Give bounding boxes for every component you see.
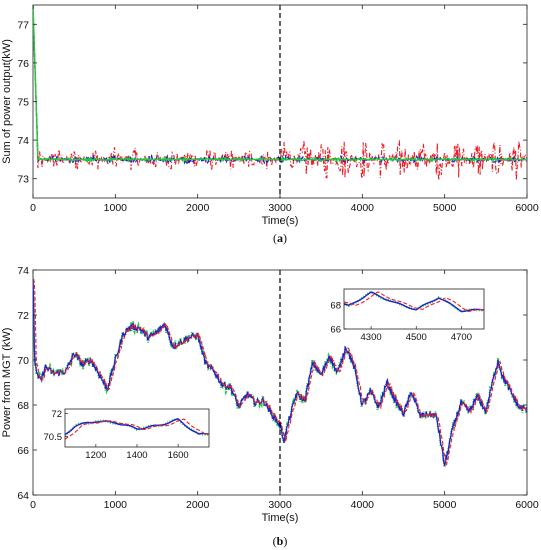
panel-b-y-tick-label: 70	[17, 355, 29, 367]
panel-b-x-tick-label: 3000	[268, 499, 292, 511]
panel-a-x-tick-label: 2000	[186, 202, 210, 214]
panel-b-y-tick-label: 66	[17, 445, 29, 457]
panel-a-y-tick-label: 76	[17, 58, 29, 70]
panel-b-x-axis-label: Time(s)	[262, 512, 299, 524]
panel-a-y-tick-label: 74	[17, 135, 29, 147]
inset-2-series-1-line	[344, 291, 484, 312]
panel-a-x-tick-label: 5000	[433, 202, 457, 214]
panel-a-y-axis-label: Sum of power output(kW)	[1, 39, 13, 164]
panel-b-y-tick-label: 64	[17, 490, 29, 502]
inset-1-x-tick-label: 1600	[168, 450, 189, 461]
inset-1-frame	[64, 408, 210, 448]
inset-1-x-tick-label: 1200	[85, 450, 106, 461]
inset-1-series-2-line	[65, 418, 209, 436]
inset-2-y-tick-label: 66	[330, 325, 341, 336]
panel-a-x-tick-label: 4000	[351, 202, 375, 214]
panel-a-x-axis-label: Time(s)	[262, 215, 299, 227]
panel-b-ticks: 0 1000 2000 3000 4000 5000 6000 64 66 68 70 72 74	[17, 265, 539, 511]
panel-b-y-tick-label: 74	[17, 265, 29, 277]
inset-2-x-tick-label: 4700	[451, 332, 472, 343]
panel-a-caption: (a)	[273, 231, 287, 245]
panel-a-y-tick-label: 75	[17, 97, 29, 109]
panel-b-insets: 1200 1400 1600 72 70.5 4300 4500 4700 68 66	[44, 288, 485, 461]
panel-a-x-tick-label: 6000	[515, 202, 539, 214]
panel-a: 0 1000 2000 3000 4000 5000 6000 73 74 75 76 77 Time…	[1, 4, 539, 245]
panel-a-y-tick-label: 77	[17, 19, 29, 31]
inset-2-series-2-line	[344, 291, 484, 313]
inset-2-series-group	[344, 290, 484, 313]
panel-b: 0 1000 2000 3000 4000 5000 6000 64 66 68 70 72 74 12…	[1, 265, 539, 548]
inset-1-series-group	[65, 418, 209, 440]
inset-1-x-tick-label: 1400	[126, 450, 147, 461]
panel-a-x-tick-label: 0	[30, 202, 36, 214]
panel-a-ticks: 0 1000 2000 3000 4000 5000 6000 73 74 75 76 77	[17, 5, 539, 214]
panel-a-x-tick-label: 1000	[104, 202, 128, 214]
panel-b-series-2-line	[33, 278, 527, 466]
inset-1-y-tick-label: 72	[51, 409, 62, 420]
panel-b-series-3-line	[33, 275, 527, 468]
inset-1-y-tick-label: 70.5	[44, 432, 63, 443]
panel-b-inset-1: 1200 1400 1600 72 70.5	[44, 408, 210, 461]
panel-b-y-tick-label: 72	[17, 310, 29, 322]
panel-a-x-tick-label: 3000	[268, 202, 292, 214]
panel-b-x-tick-label: 0	[30, 499, 36, 511]
panel-b-y-tick-label: 68	[17, 400, 29, 412]
panel-a-y-tick-label: 73	[17, 174, 29, 186]
inset-1-series-1-line	[65, 418, 209, 440]
panel-b-x-tick-label: 4000	[351, 499, 375, 511]
panel-b-caption-letter: b	[277, 534, 284, 548]
inset-2-x-tick-label: 4500	[406, 332, 427, 343]
inset-2-x-tick-label: 4300	[361, 332, 382, 343]
panel-b-caption: (b)	[273, 534, 288, 548]
panel-b-x-tick-label: 1000	[104, 499, 128, 511]
panel-b-inset-2: 4300 4500 4700 68 66	[330, 288, 485, 343]
panel-b-y-axis-label: Power from MGT (kW)	[1, 328, 13, 438]
inset-2-y-tick-label: 68	[330, 300, 341, 311]
panel-a-caption-letter: a	[277, 231, 283, 245]
panel-b-x-tick-label: 2000	[186, 499, 210, 511]
panel-b-x-tick-label: 5000	[433, 499, 457, 511]
panel-b-x-tick-label: 6000	[515, 499, 539, 511]
